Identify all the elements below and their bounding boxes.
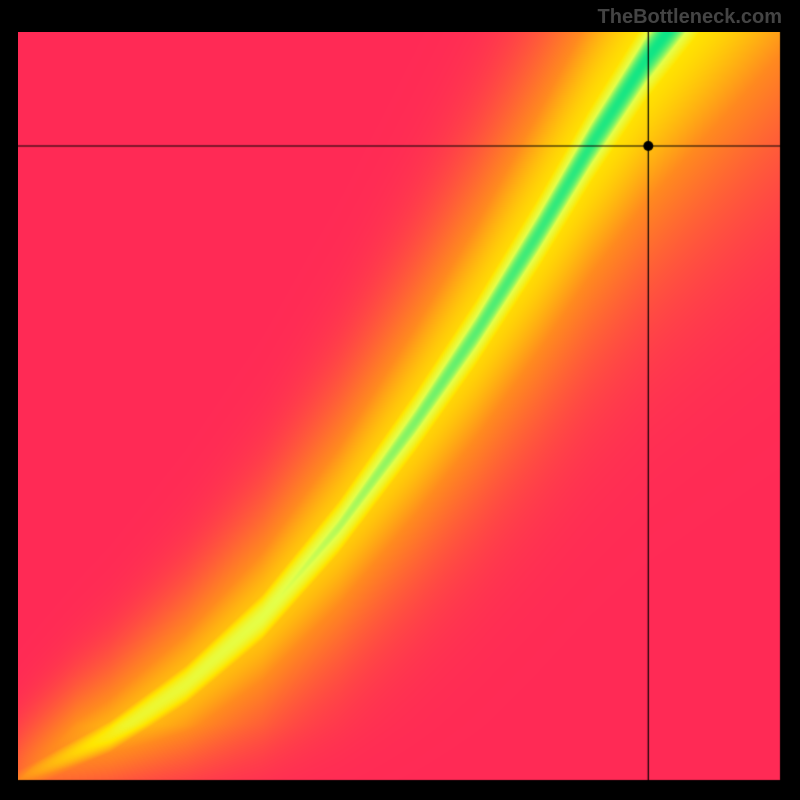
heatmap-canvas: [18, 32, 782, 782]
watermark-text: TheBottleneck.com: [598, 6, 782, 29]
chart-container: TheBottleneck.com: [0, 0, 800, 800]
heatmap-plot: [18, 32, 782, 782]
